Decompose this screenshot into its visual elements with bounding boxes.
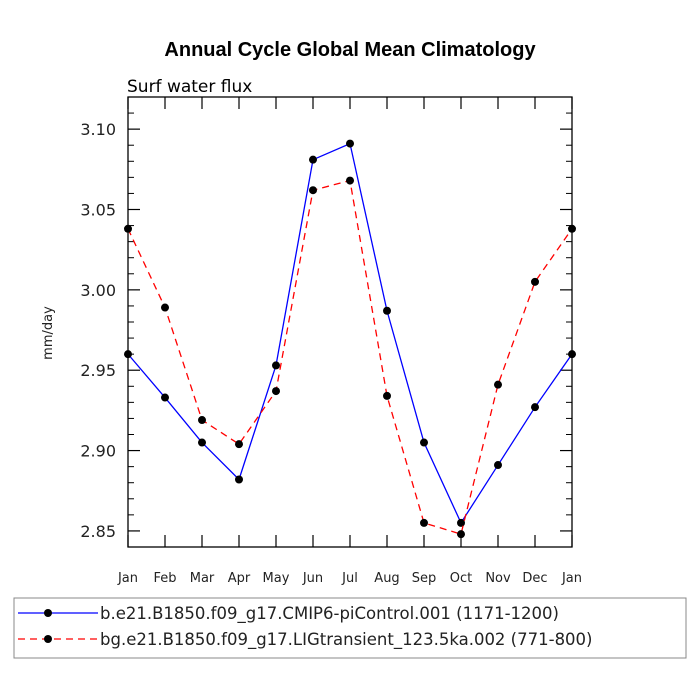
y-axis-label: mm/day: [41, 306, 56, 360]
x-tick-label: Nov: [485, 571, 511, 586]
y-tick-label: 3.00: [80, 281, 116, 300]
y-tick-label: 2.95: [80, 361, 116, 380]
data-point: [346, 139, 354, 148]
legend-label: b.e21.B1850.f09_g17.CMIP6-piControl.001 …: [100, 604, 559, 624]
data-point: [568, 350, 576, 359]
data-point: [124, 350, 132, 359]
data-point: [383, 391, 391, 400]
data-point: [235, 440, 243, 449]
data-point: [383, 306, 391, 315]
data-point: [531, 403, 539, 412]
x-tick-label: Jan: [117, 571, 138, 586]
x-tick-label: Apr: [228, 571, 251, 586]
x-tick-label: May: [263, 571, 290, 586]
x-tick-label: Aug: [374, 571, 399, 586]
x-tick-label: Sep: [412, 571, 437, 586]
x-tick-label: Jan: [561, 571, 582, 586]
legend-marker: [44, 635, 52, 643]
plot-frame: [127, 96, 573, 548]
y-tick-label: 2.85: [80, 522, 116, 541]
series-1: [124, 139, 576, 527]
data-point: [198, 438, 206, 447]
axes: 2.85 2.90 2.95 3.00 3.05 3.10 Jan Feb Mar Apr May J…: [80, 96, 582, 586]
y-tick-label: 2.90: [80, 442, 116, 461]
legend-box: [13, 597, 687, 659]
data-point: [568, 224, 576, 233]
data-point: [531, 277, 539, 286]
x-tick-label: Jul: [341, 571, 358, 586]
chart-subtitle: Surf water flux: [127, 77, 252, 97]
data-point: [124, 224, 132, 233]
data-point: [346, 176, 354, 185]
series-2: [124, 176, 576, 539]
data-point: [457, 518, 465, 527]
legend: b.e21.B1850.f09_g17.CMIP6-piControl.001 …: [13, 597, 687, 659]
data-point: [457, 530, 465, 539]
x-tick-label: Oct: [450, 571, 472, 586]
legend-marker: [44, 609, 52, 617]
data-point: [420, 438, 428, 447]
data-point: [420, 518, 428, 527]
x-tick-label: Dec: [522, 571, 547, 586]
data-point: [272, 361, 280, 370]
y-tick-label: 3.05: [80, 201, 116, 220]
series-line: [127, 179, 573, 535]
x-tick-label: Feb: [153, 571, 176, 586]
chart-title: Annual Cycle Global Mean Climatology: [164, 39, 536, 61]
data-point: [161, 393, 169, 402]
x-tick-label: Jun: [302, 571, 323, 586]
data-point: [494, 461, 502, 470]
x-tick-label: Mar: [190, 571, 215, 586]
data-point: [272, 387, 280, 396]
data-point: [309, 186, 317, 195]
series-layer: [124, 139, 576, 539]
data-point: [494, 380, 502, 389]
data-point: [198, 416, 206, 425]
data-point: [309, 155, 317, 164]
legend-label: bg.e21.B1850.f09_g17.LIGtransient_123.5k…: [100, 630, 593, 650]
series-line: [127, 142, 573, 525]
data-point: [235, 475, 243, 484]
data-point: [161, 303, 169, 312]
y-tick-label: 3.10: [80, 120, 116, 139]
